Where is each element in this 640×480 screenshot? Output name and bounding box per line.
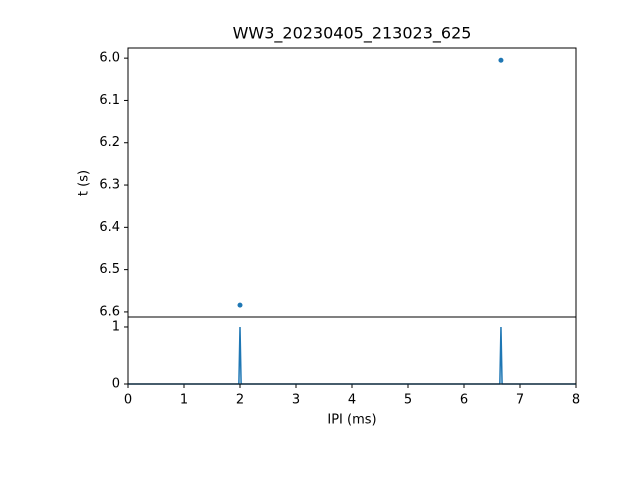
y-tick-label: 6.0: [99, 51, 120, 66]
x-tick-label: 3: [292, 393, 300, 408]
y-tick-label: 6.1: [99, 93, 120, 108]
x-axis-label: IPI (ms): [327, 413, 376, 428]
y-tick-label: 1: [112, 319, 120, 334]
y-axis-label: t (s): [77, 170, 92, 196]
axes-frame: [127, 316, 577, 385]
y-tick-label: 6.5: [99, 262, 120, 277]
x-tick-label: 1: [180, 393, 188, 408]
x-tick-label: 8: [572, 393, 580, 408]
y-tick-label: 6.6: [99, 304, 120, 319]
point: [237, 302, 243, 308]
x-tick-label: 0: [124, 393, 132, 408]
y-tick-label: 6.2: [99, 135, 120, 150]
chart-title: WW3_20230405_213023_625: [233, 24, 472, 44]
y-tick-label: 6.4: [99, 220, 120, 235]
x-tick-label: 5: [404, 393, 412, 408]
x-tick-label: 4: [348, 393, 356, 408]
y-tick-label: 0: [112, 377, 120, 392]
x-tick-label: 6: [460, 393, 468, 408]
x-tick-label: 2: [236, 393, 244, 408]
x-tick-label: 7: [516, 393, 524, 408]
point: [498, 57, 504, 63]
y-tick-label: 6.3: [99, 178, 120, 193]
